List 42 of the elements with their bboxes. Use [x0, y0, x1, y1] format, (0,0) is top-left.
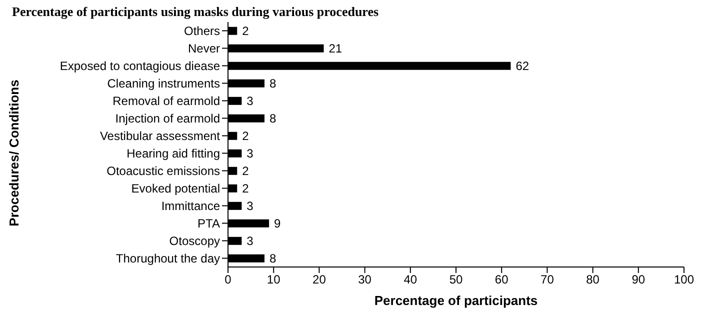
x-tick-label: 30	[358, 272, 372, 287]
y-tick-label: Removal of earmold	[112, 94, 220, 108]
data-label: 3	[246, 199, 254, 214]
chart-title: Percentage of participants using masks during various procedures	[12, 4, 379, 20]
x-tick-label: 90	[632, 272, 646, 287]
y-tick-label: Others	[184, 24, 220, 38]
y-tick-label: Immittance	[161, 199, 220, 214]
x-tick-label: 100	[674, 272, 694, 287]
data-label: 3	[246, 234, 254, 248]
x-tick-label: 70	[540, 272, 554, 287]
x-tick-label: 20	[312, 272, 326, 287]
y-tick-label: Evoked potential	[131, 182, 220, 196]
data-label: 2	[242, 182, 250, 196]
data-label: 8	[269, 252, 276, 266]
data-label: 21	[328, 42, 342, 56]
y-tick-label: PTA	[198, 216, 220, 231]
y-tick-label: Exposed to contagious diease	[60, 59, 220, 74]
x-tick-label: 60	[494, 272, 509, 287]
y-tick-label: Cleaning instruments	[107, 76, 220, 91]
data-label: 8	[269, 112, 276, 126]
data-label: 9	[274, 216, 282, 231]
y-tick-label: Otoscopy	[169, 234, 220, 248]
data-label: 62	[516, 59, 530, 74]
x-tick-label: 80	[586, 272, 600, 287]
y-tick-label: Otoacustic emissions	[106, 164, 220, 178]
data-label: 3	[246, 146, 254, 161]
x-tick-label: 10	[266, 272, 281, 287]
data-label: 2	[242, 164, 250, 178]
y-tick-label: Never	[188, 42, 220, 56]
x-tick-label: 0	[224, 272, 232, 287]
x-axis-title: Percentage of participants	[374, 293, 538, 308]
x-tick-label: 40	[404, 272, 418, 287]
data-label: 8	[269, 76, 276, 91]
data-label: 2	[242, 129, 250, 144]
data-label: 3	[246, 94, 254, 108]
y-tick-label: Vestibular assessment	[100, 129, 221, 144]
data-label: 2	[242, 24, 250, 38]
y-tick-label: Thorughout the day	[116, 252, 220, 266]
y-axis-title: Procedures/ Conditions	[6, 80, 22, 226]
y-tick-label: Hearing aid fitting	[126, 146, 220, 161]
x-tick-label: 50	[449, 272, 463, 287]
y-tick-label: Injection of earmold	[115, 112, 220, 126]
